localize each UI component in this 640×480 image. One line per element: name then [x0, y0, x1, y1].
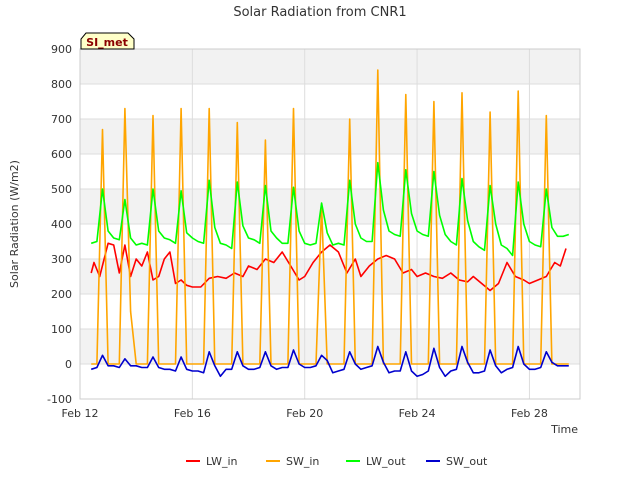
- legend-label: LW_out: [366, 455, 406, 468]
- background-band: [80, 49, 580, 84]
- background-band: [80, 119, 580, 154]
- y-tick-label: 600: [51, 148, 72, 161]
- background-band: [80, 294, 580, 329]
- y-tick-label: 800: [51, 78, 72, 91]
- background-band: [80, 329, 580, 364]
- series-line-lw-in: [90, 242, 567, 292]
- x-tick-label: Feb 28: [511, 407, 548, 420]
- legend: LW_in SW_in LW_out SW_out: [186, 455, 488, 468]
- plot-background-bands: [80, 49, 580, 399]
- x-axis-title: Time: [550, 423, 578, 436]
- y-tick-label: 400: [51, 218, 72, 231]
- y-axis-ticks: -100 0 100 200 300 400 500 600 700 800 900: [47, 43, 72, 406]
- legend-label: LW_in: [206, 455, 238, 468]
- legend-label: SW_out: [446, 455, 488, 468]
- plot-frame: [79, 48, 581, 400]
- x-tick-label: Feb 20: [286, 407, 323, 420]
- chart-title: Solar Radiation from CNR1: [233, 5, 406, 20]
- x-tick-label: Feb 16: [174, 407, 211, 420]
- y-tick-label: 300: [51, 253, 72, 266]
- site-tag-shape: [80, 32, 135, 50]
- data-series: [90, 69, 570, 378]
- y-axis-title: Solar Radiation (W/m2): [8, 160, 21, 288]
- background-band: [80, 259, 580, 294]
- y-tick-label: 200: [51, 288, 72, 301]
- y-tick-label: 0: [65, 358, 72, 371]
- y-tick-label: 700: [51, 113, 72, 126]
- x-axis-ticks: Feb 12 Feb 16 Feb 20 Feb 24 Feb 28: [62, 407, 548, 420]
- x-tick-label: Feb 12: [62, 407, 99, 420]
- y-tick-label: 100: [51, 323, 72, 336]
- series-line-sw-in: [91, 69, 569, 365]
- background-band: [80, 189, 580, 224]
- background-band: [80, 364, 580, 399]
- legend-label: SW_in: [286, 455, 319, 468]
- x-tick-label: Feb 24: [399, 407, 436, 420]
- site-tag: SI_met: [80, 32, 135, 50]
- series-line-sw-out: [90, 345, 569, 378]
- y-tick-label: -100: [47, 393, 72, 406]
- y-tick-label: 900: [51, 43, 72, 56]
- series-line-lw-out: [90, 161, 570, 257]
- site-tag-label: SI_met: [86, 36, 128, 49]
- background-band: [80, 84, 580, 119]
- y-tick-label: 500: [51, 183, 72, 196]
- background-band: [80, 154, 580, 189]
